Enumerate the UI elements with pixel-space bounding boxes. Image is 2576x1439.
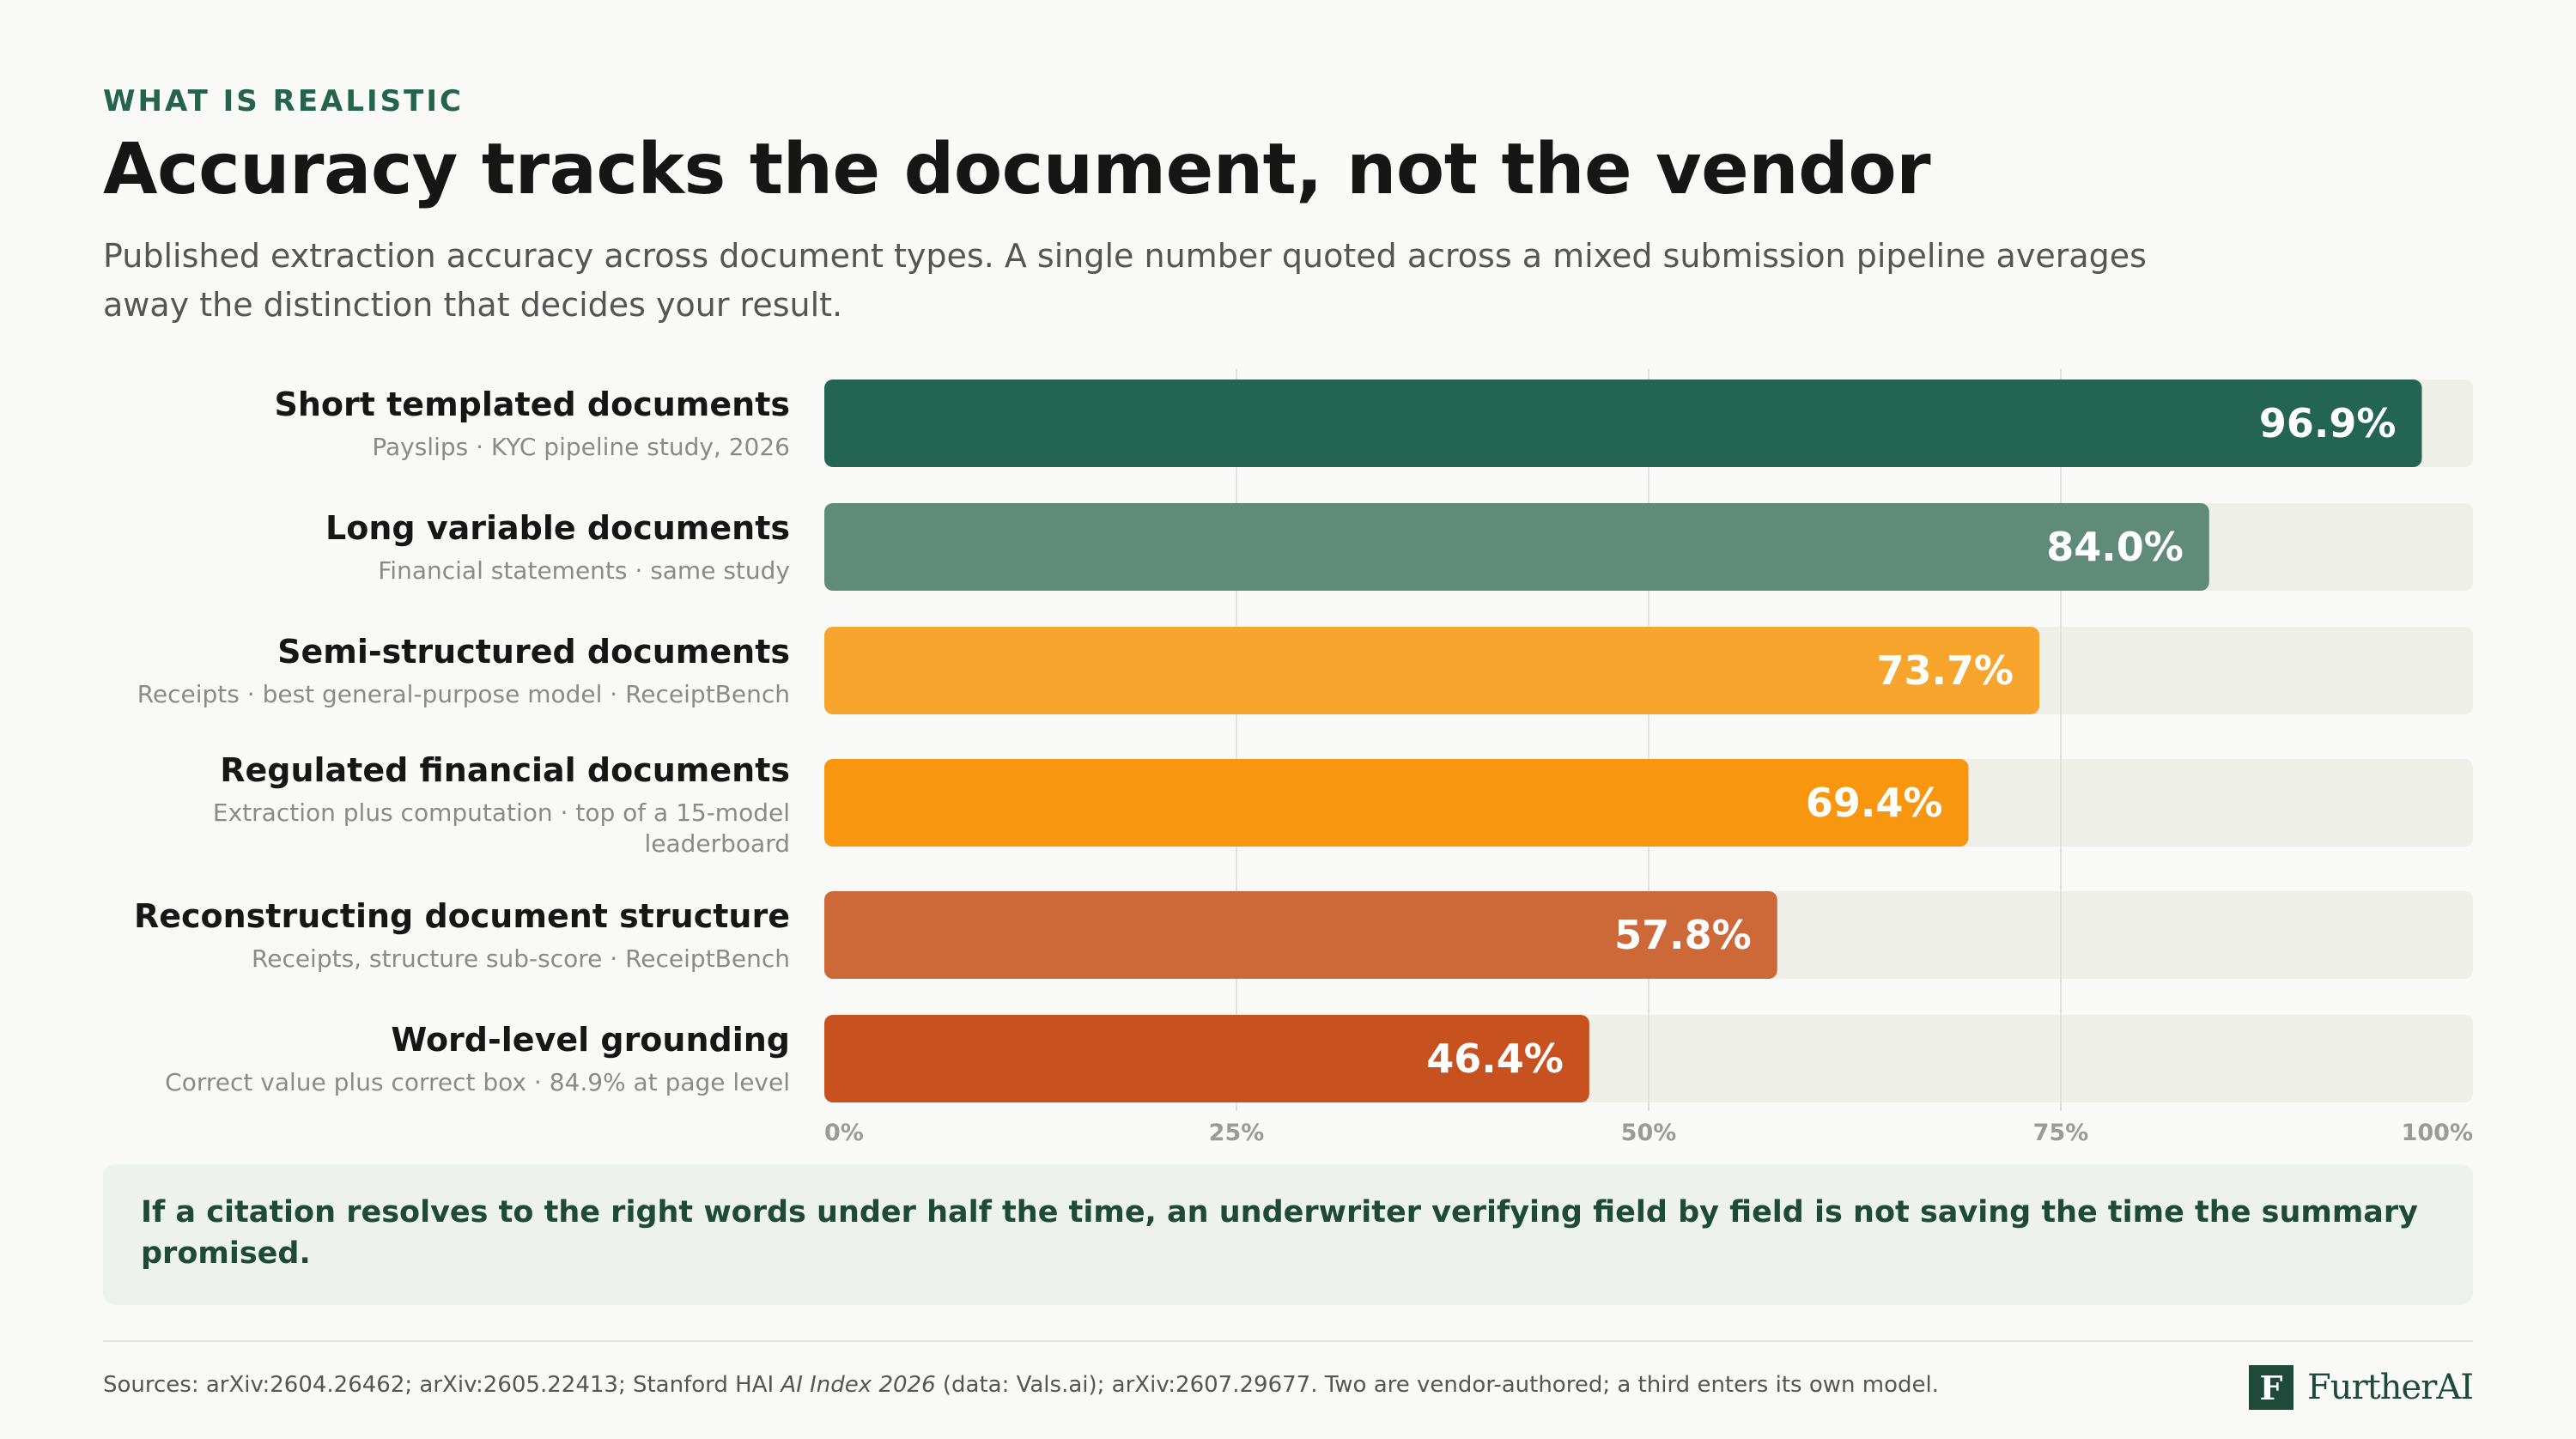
bar-value-label: 73.7% bbox=[1876, 647, 2014, 694]
x-tick-label: 75% bbox=[2033, 1120, 2089, 1146]
bar bbox=[824, 627, 2040, 714]
brand-logo: F FurtherAI bbox=[2249, 1365, 2474, 1410]
bar bbox=[824, 503, 2209, 591]
category-sublabel: Financial statements · same study bbox=[378, 556, 790, 585]
sources-suffix: (data: Vals.ai); arXiv:2607.29677. Two a… bbox=[935, 1372, 1939, 1398]
logo-wordmark: FurtherAI bbox=[2307, 1368, 2474, 1407]
bar bbox=[824, 1015, 1589, 1102]
sources-note: Sources: arXiv:2604.26462; arXiv:2605.22… bbox=[103, 1372, 1939, 1398]
callout-text: If a citation resolves to the right word… bbox=[141, 1195, 2419, 1271]
bar-value-label: 96.9% bbox=[2259, 400, 2397, 446]
bar bbox=[824, 891, 1777, 979]
x-tick-label: 50% bbox=[1621, 1120, 1677, 1146]
sources-italic: AI Index 2026 bbox=[781, 1372, 936, 1398]
bar bbox=[824, 759, 1969, 847]
eyebrow-label: WHAT IS REALISTIC bbox=[103, 84, 464, 118]
callout-box: If a citation resolves to the right word… bbox=[103, 1164, 2473, 1305]
page-title: Accuracy tracks the document, not the ve… bbox=[103, 129, 1931, 210]
sources-prefix: Sources: arXiv:2604.26462; arXiv:2605.22… bbox=[103, 1372, 781, 1398]
logo-mark: F bbox=[2249, 1365, 2294, 1410]
page-subtitle: Published extraction accuracy across doc… bbox=[103, 237, 2147, 324]
bar-value-label: 84.0% bbox=[2046, 524, 2184, 570]
bar-value-label: 69.4% bbox=[1806, 780, 1943, 826]
category-label: Long variable documents bbox=[325, 509, 790, 547]
category-sublabel: Extraction plus computation · top of a 1… bbox=[213, 798, 790, 827]
category-sublabel: Receipts · best general-purpose model · … bbox=[137, 680, 790, 708]
footer-divider bbox=[103, 1340, 2473, 1342]
bar bbox=[824, 379, 2422, 467]
category-label: Short templated documents bbox=[274, 386, 790, 423]
category-sublabel: leaderboard bbox=[644, 829, 790, 858]
category-label: Semi-structured documents bbox=[277, 633, 790, 671]
category-sublabel: Receipts, structure sub-score · ReceiptB… bbox=[252, 944, 790, 973]
x-tick-label: 25% bbox=[1209, 1120, 1265, 1146]
category-sublabel: Correct value plus correct box · 84.9% a… bbox=[165, 1068, 790, 1096]
category-sublabel: Payslips · KYC pipeline study, 2026 bbox=[372, 433, 790, 461]
bar-chart: 96.9% Short templated documents Payslips ·… bbox=[134, 369, 2473, 1146]
category-label: Regulated financial documents bbox=[220, 751, 790, 789]
category-label: Reconstructing document structure bbox=[134, 897, 790, 935]
bar-value-label: 57.8% bbox=[1614, 912, 1752, 958]
bar-value-label: 46.4% bbox=[1426, 1035, 1564, 1082]
x-tick-label: 100% bbox=[2402, 1120, 2473, 1146]
category-label: Word-level grounding bbox=[391, 1021, 790, 1059]
x-tick-label: 0% bbox=[824, 1120, 864, 1146]
